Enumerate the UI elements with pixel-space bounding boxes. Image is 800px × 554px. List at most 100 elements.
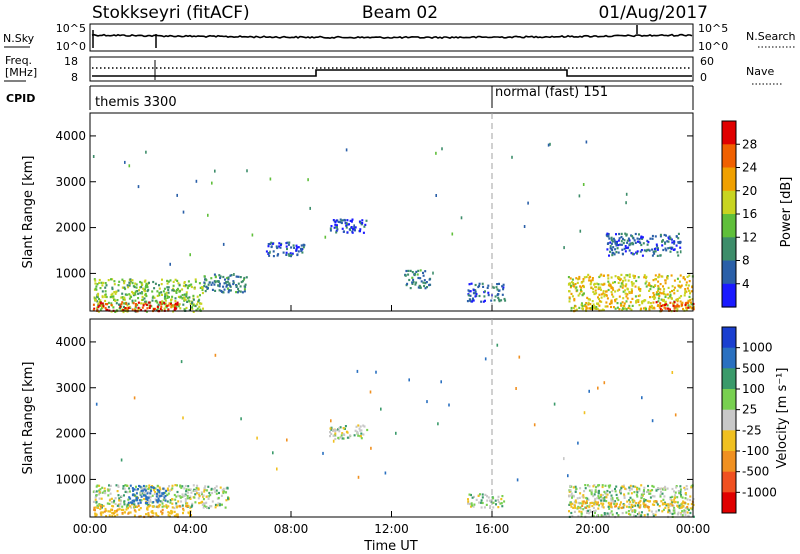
cell-p-0 [177,282,180,285]
cell-v-6 [664,506,667,509]
cell-p-5 [414,272,416,275]
cell-v-4 [475,498,478,501]
cell-v-5 [600,493,603,496]
cell-v-0 [225,499,228,502]
cell-v-3 [360,437,363,440]
cell-p-7 [684,288,687,291]
cell-v-6 [655,500,658,503]
cell-v-4 [484,493,487,496]
cell-v-2 [139,501,142,504]
cell-p-9 [653,248,656,251]
cell-v-2 [138,484,140,488]
cell-v-3 [342,427,345,430]
cell-p-9 [666,240,669,243]
cell-p-9 [636,252,638,255]
cell-p-0 [94,282,97,285]
colorbar-segment [722,283,736,308]
colorbar-segment [722,368,736,390]
cell-v-5 [572,506,575,509]
cell-v-5 [671,495,674,498]
cell-v-4 [471,504,473,507]
cell-p-0 [187,280,190,283]
cell-v-5 [659,495,662,498]
cell-v-2 [135,492,138,495]
cell-p-2 [223,288,226,291]
cell-p-7 [574,283,577,286]
cell-v-5 [655,510,658,513]
cell-v-1 [107,510,110,513]
cell-v-0 [151,494,154,497]
cell-v-6 [602,502,605,505]
cell-p-0 [153,296,156,299]
cell-v-3 [330,428,333,431]
cell-v-5 [634,510,636,514]
cell-v-5 [589,510,592,514]
cell-p-9 [673,240,676,243]
cell-p-7 [671,285,674,288]
cell-p-7 [654,278,657,281]
cell-v-4 [486,495,488,498]
cell-p-0 [134,306,137,309]
cell-p-9 [621,248,624,251]
cell-p-0 [105,284,108,287]
cell-p-7 [614,300,617,303]
cell-p-7 [606,297,609,300]
cell-p-8 [664,307,667,310]
cell-p-7 [616,302,619,305]
x-tick-label: 12:00 [374,522,409,536]
cell-p-iso [169,262,171,266]
cell-v-5 [646,513,649,516]
cell-p-9 [611,251,614,255]
cell-p-0 [179,296,182,299]
cell-v-2 [146,492,149,495]
cell-v-1 [138,508,141,511]
cell-p-6 [474,289,477,292]
cell-p-7 [666,277,669,280]
cell-v-0 [166,493,169,497]
cell-p-7 [680,295,683,298]
cell-v-4 [480,506,483,509]
cell-v-1 [133,509,136,512]
cell-v-0 [169,489,172,492]
cell-p-0 [121,296,124,299]
cell-v-5 [629,500,632,503]
cell-p-7 [651,307,654,310]
cell-v-0 [173,506,176,510]
cell-v-1 [94,514,97,517]
cell-p-7 [672,302,675,305]
cell-p-7 [568,290,570,293]
cell-p-6 [472,289,475,292]
cell-v-5 [662,508,665,511]
cell-p-3 [276,254,279,257]
cell-p-3 [302,246,305,249]
cell-p-1 [131,308,134,311]
cell-v-1 [176,506,178,509]
cell-v-6 [570,505,573,508]
cell-v-iso [553,402,556,406]
cell-v-5 [646,499,649,502]
cell-p-0 [166,286,169,289]
cell-v-iso [133,396,136,400]
cell-p-0 [100,281,103,284]
cell-p-0 [153,287,156,290]
cell-v-0 [181,493,184,496]
cell-p-0 [188,309,191,312]
cell-v-1 [171,510,174,513]
cell-v-5 [690,486,693,489]
cell-p-8 [673,306,676,309]
cell-v-3 [362,433,365,436]
cell-v-0 [122,487,125,490]
cell-v-5 [664,485,667,488]
cell-v-5 [686,498,689,501]
cell-v-5 [643,500,646,503]
cell-p-0 [137,308,140,311]
cell-p-7 [623,276,626,279]
cell-p-0 [141,298,144,301]
cell-p-0 [157,307,160,310]
cell-p-2 [218,285,221,288]
cell-v-5 [638,487,641,490]
cell-p-4 [359,230,361,233]
cell-v-1 [125,508,128,511]
cell-p-0 [139,286,141,289]
cell-v-5 [620,487,623,490]
